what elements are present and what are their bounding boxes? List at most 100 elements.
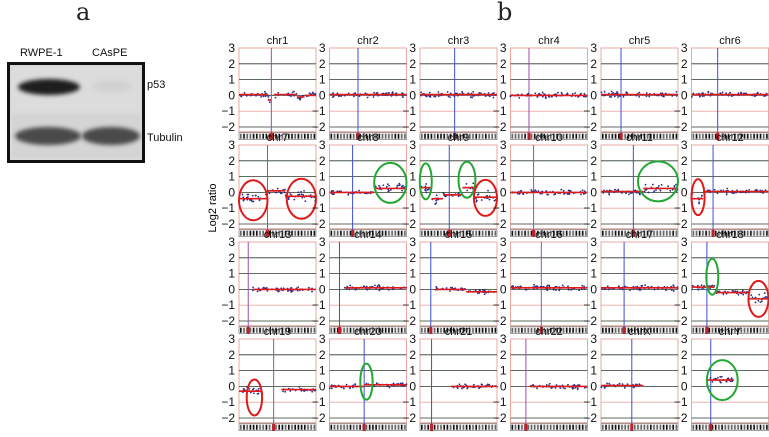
- ideogram-band: [666, 133, 668, 139]
- ideogram-band: [249, 230, 252, 236]
- ideogram-band: [378, 133, 381, 139]
- data-point: [754, 301, 757, 304]
- ideogram-band: [618, 424, 620, 430]
- ideogram-band: [762, 133, 765, 139]
- ideogram-band: [543, 230, 546, 236]
- y-tick-label: 1: [409, 267, 416, 281]
- band-p53-caspe: [92, 81, 132, 91]
- ideogram-band: [288, 230, 290, 236]
- ideogram-band: [421, 327, 423, 333]
- ideogram-band: [384, 133, 387, 139]
- ideogram-band: [494, 133, 497, 139]
- data-point: [560, 188, 563, 191]
- ideogram-band: [265, 424, 268, 430]
- ideogram-band: [517, 424, 520, 430]
- ideogram-band: [449, 327, 452, 333]
- ideogram-band: [524, 327, 526, 333]
- chromosome-title: chr16: [535, 229, 563, 241]
- chromosome-ideogram: [510, 229, 588, 237]
- ideogram-band: [472, 133, 474, 139]
- data-point: [554, 387, 557, 389]
- data-point: [624, 387, 626, 389]
- y-tick-label: 2: [590, 154, 597, 168]
- ideogram-band: [621, 424, 623, 430]
- data-point: [751, 296, 754, 299]
- ideogram-band: [517, 327, 520, 333]
- data-point: [264, 95, 267, 98]
- ideogram-band: [549, 133, 552, 139]
- ideogram-band: [624, 230, 626, 236]
- y-tick-label: 3: [500, 138, 507, 152]
- chromosome-title: chr6: [719, 35, 740, 47]
- data-point: [546, 289, 549, 292]
- data-point: [257, 195, 260, 198]
- data-point: [710, 92, 712, 95]
- data-point: [600, 386, 603, 389]
- data-point: [279, 192, 282, 195]
- y-tick-label: 1: [409, 170, 416, 184]
- ideogram-band: [349, 230, 352, 236]
- loss-region-circle: [245, 378, 264, 417]
- ideogram-band: [540, 230, 542, 236]
- plot-frame: [419, 47, 498, 133]
- ideogram-band: [556, 133, 558, 139]
- y-tick-label: 1: [319, 364, 326, 378]
- ideogram-band: [762, 230, 765, 236]
- ideogram-band: [424, 424, 426, 430]
- ideogram-band: [262, 424, 264, 430]
- ideogram-band: [562, 133, 565, 139]
- ideogram-band: [400, 327, 403, 333]
- y-tick-label: −1: [221, 104, 235, 118]
- ideogram-band: [521, 327, 523, 333]
- ideogram-band: [695, 133, 698, 139]
- data-point: [277, 91, 280, 94]
- ideogram-band: [705, 424, 707, 430]
- data-point: [445, 287, 448, 289]
- ideogram-band: [640, 327, 642, 333]
- y-tick-label: 3: [500, 235, 507, 249]
- ideogram-band: [268, 424, 271, 430]
- ideogram-band: [614, 230, 617, 236]
- y-tick-label: −1: [221, 298, 235, 312]
- ideogram-band: [766, 327, 768, 333]
- plot-frame: [510, 338, 588, 424]
- ideogram-band: [346, 133, 349, 139]
- ideogram-band: [627, 327, 630, 333]
- chromosome-ideogram: [510, 326, 588, 334]
- ideogram-band: [288, 327, 290, 333]
- y-tick-label: 3: [590, 138, 597, 152]
- ideogram-band: [705, 133, 707, 139]
- data-point: [700, 284, 703, 287]
- ideogram-band: [262, 327, 264, 333]
- ideogram-band: [388, 230, 390, 236]
- ideogram-band: [359, 327, 361, 333]
- data-point: [331, 96, 334, 98]
- ideogram-band: [578, 230, 581, 236]
- data-point: [550, 387, 553, 389]
- data-point: [282, 390, 284, 393]
- ideogram-band: [656, 230, 658, 236]
- data-point: [621, 192, 623, 194]
- data-point: [387, 91, 390, 94]
- data-point: [311, 390, 314, 393]
- data-point: [388, 189, 391, 192]
- data-point: [719, 375, 722, 378]
- ideogram-band: [427, 133, 429, 139]
- data-point: [745, 92, 748, 95]
- ideogram-band: [634, 327, 636, 333]
- ideogram-band: [569, 327, 571, 333]
- y-tick-label: 1: [409, 364, 416, 378]
- ideogram-band: [252, 424, 255, 430]
- data-point: [483, 293, 486, 296]
- y-tick-label: 0: [409, 379, 416, 393]
- ideogram-centromere: [622, 326, 626, 334]
- ideogram-band: [734, 133, 736, 139]
- ideogram-band: [537, 327, 539, 333]
- data-point: [737, 293, 740, 296]
- chromosome-title: chr18: [716, 229, 744, 241]
- data-point: [309, 194, 312, 196]
- y-tick-label: 0: [681, 282, 688, 296]
- data-point: [461, 387, 463, 390]
- y-tick-label: 0: [319, 379, 326, 393]
- data-point: [740, 91, 742, 94]
